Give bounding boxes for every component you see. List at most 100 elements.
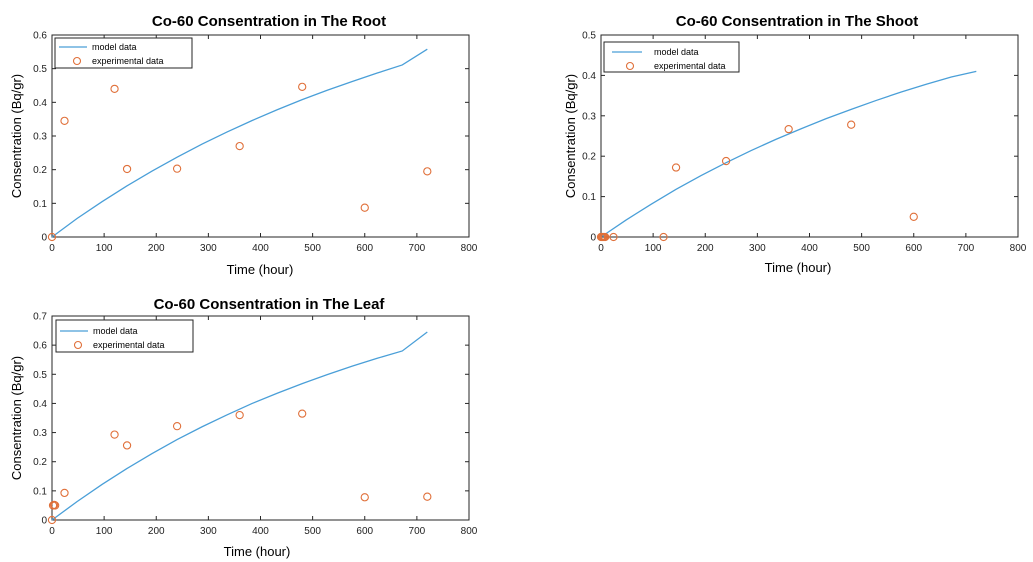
chart-shoot-experimental-point (609, 232, 618, 242)
chart-leaf-legend-marker-swatch (73, 340, 83, 350)
chart-shoot-legend-label-model: model data (654, 47, 699, 57)
chart-leaf-legend-box (55, 319, 194, 353)
chart-shoot-legend-label-experimental: experimental data (654, 61, 726, 71)
chart-root-xtick-label: 400 (252, 243, 269, 254)
chart-shoot-experimental-point (847, 120, 856, 129)
chart-leaf-ticks: 0 100 200 300 400 500 600 700 800 0 0.1 0.2 0.3 0.4 0.… (33, 312, 478, 538)
chart-leaf-xtick-label: 400 (252, 526, 269, 537)
chart-shoot-xtick-label: 700 (958, 243, 975, 254)
chart-shoot-experimental-point (671, 163, 681, 172)
chart-root-legend-box (54, 37, 193, 69)
chart-root-xlabel: Time (hour) (227, 262, 294, 277)
chart-shoot-experimental-point (909, 212, 918, 221)
chart-shoot-experimental-point (721, 156, 731, 166)
chart-leaf-xtick-label: 100 (96, 526, 113, 537)
chart-root-xtick-label: 600 (356, 243, 373, 254)
chart-root-xtick-label: 700 (409, 243, 426, 254)
chart-leaf-marks (47, 331, 432, 525)
chart-root-experimental-point (235, 141, 244, 151)
chart-leaf-xtick-label: 800 (461, 526, 478, 537)
chart-root-series-model-line (51, 48, 428, 238)
chart-leaf-experimental-point (50, 501, 60, 510)
chart-shoot-xtick-label: 100 (645, 243, 662, 254)
chart-root-ytick-label: 0.4 (33, 98, 47, 109)
chart-shoot-xtick-label: 200 (697, 243, 714, 254)
chart-leaf-series-model-line (51, 331, 428, 521)
chart-leaf-experimental-point (360, 493, 369, 502)
chart-root-ytick-label: 0.3 (33, 132, 47, 143)
chart-root-xtick-label: 500 (304, 243, 321, 254)
chart-root-ytick-label: 0.1 (33, 199, 47, 210)
chart-shoot-panel: Co-60 Consentration in The Shoot 0 100 200… (563, 13, 1027, 275)
chart-shoot-experimental-point (601, 232, 610, 242)
chart-shoot-legend-marker-swatch (625, 61, 635, 71)
chart-shoot-title: Co-60 Consentration in The Shoot (676, 13, 919, 30)
chart-shoot-experimental-point (659, 232, 668, 242)
chart-leaf-experimental-point (423, 492, 432, 501)
chart-leaf-xtick-label: 600 (356, 526, 373, 537)
chart-root-legend-label-model: model data (92, 42, 137, 52)
chart-leaf-experimental-point (235, 410, 244, 420)
chart-shoot-ytick-label: 0.2 (582, 152, 596, 163)
chart-leaf-ylabel: Consentration (Bq/gr) (9, 356, 24, 480)
chart-shoot-marks (596, 70, 977, 242)
chart-leaf-ytick-label: 0.3 (33, 428, 47, 439)
chart-root-ticks: 0 100 200 300 400 500 600 700 800 0 0.1 0.2 0.3 0.4 0.… (33, 31, 478, 255)
chart-leaf-experimental-point (122, 441, 132, 450)
chart-root-legend-marker-swatch (72, 56, 82, 66)
chart-shoot-xtick-label: 600 (905, 243, 922, 254)
chart-shoot-ytick-label: 0.1 (582, 192, 596, 203)
chart-shoot-ytick-label: 0.3 (582, 111, 596, 122)
chart-root-ytick-label: 0.2 (33, 165, 47, 176)
chart-root-title: Co-60 Consentration in The Root (152, 13, 386, 30)
chart-shoot-xtick-label: 0 (598, 243, 604, 254)
chart-shoot-xtick-label: 500 (853, 243, 870, 254)
chart-root-panel: Co-60 Consentration in The Root 0 100 200 3… (9, 13, 478, 277)
chart-root-legend: model data experimental data (54, 37, 193, 69)
chart-shoot-ytick-label: 0.5 (582, 31, 596, 42)
chart-leaf-xtick-label: 200 (148, 526, 165, 537)
chart-root-xtick-label: 300 (200, 243, 217, 254)
chart-leaf-ytick-label: 0.2 (33, 457, 47, 468)
chart-shoot-ticks: 0 100 200 300 400 500 600 700 800 0 0.1 0.2 0.3 0.4 0.… (582, 31, 1027, 255)
chart-leaf-ytick-label: 0 (41, 516, 47, 527)
chart-root-xtick-label: 0 (49, 243, 55, 254)
chart-root-experimental-point (110, 84, 119, 94)
chart-leaf-xtick-label: 0 (49, 526, 55, 537)
chart-shoot-experimental-point (784, 124, 793, 134)
chart-leaf-xtick-label: 700 (409, 526, 426, 537)
chart-root-experimental-point (298, 82, 307, 91)
chart-leaf-xtick-label: 300 (200, 526, 217, 537)
chart-leaf-xtick-label: 500 (304, 526, 321, 537)
chart-shoot-ytick-label: 0 (590, 233, 596, 244)
chart-leaf-title: Co-60 Consentration in The Leaf (154, 296, 386, 313)
chart-shoot-legend: model data experimental data (603, 41, 740, 73)
chart-leaf-panel: Co-60 Consentration in The Leaf 0 100 200 3… (9, 296, 478, 559)
chart-root-axes-box (51, 34, 470, 238)
chart-root-legend-label-experimental: experimental data (92, 56, 164, 66)
chart-root-ytick-label: 0.6 (33, 31, 47, 42)
chart-root-ytick-label: 0.5 (33, 64, 47, 75)
chart-root-experimental-point (47, 232, 57, 242)
chart-leaf-legend: model data experimental data (55, 319, 194, 353)
chart-root-experimental-point (60, 116, 69, 125)
chart-shoot-series-model-line (600, 70, 977, 238)
chart-root-ylabel: Consentration (Bq/gr) (9, 74, 24, 198)
chart-shoot-ylabel: Consentration (Bq/gr) (563, 74, 578, 198)
chart-root-xtick-label: 200 (148, 243, 165, 254)
chart-leaf-experimental-point (298, 409, 307, 418)
chart-root-ytick-label: 0 (41, 233, 47, 244)
chart-shoot-xtick-label: 800 (1010, 243, 1027, 254)
chart-leaf-experimental-point (47, 515, 57, 525)
chart-leaf-ytick-label: 0.7 (33, 312, 47, 323)
chart-shoot-xtick-label: 300 (749, 243, 766, 254)
chart-leaf-experimental-point (110, 430, 119, 439)
chart-leaf-ytick-label: 0.5 (33, 370, 47, 381)
chart-leaf-legend-label-model: model data (93, 326, 138, 336)
chart-shoot-ytick-label: 0.4 (582, 71, 596, 82)
chart-root-xtick-label: 100 (96, 243, 113, 254)
chart-root-experimental-point (423, 167, 432, 176)
chart-root-experimental-point (360, 203, 369, 212)
chart-root-experimental-point (172, 164, 182, 173)
